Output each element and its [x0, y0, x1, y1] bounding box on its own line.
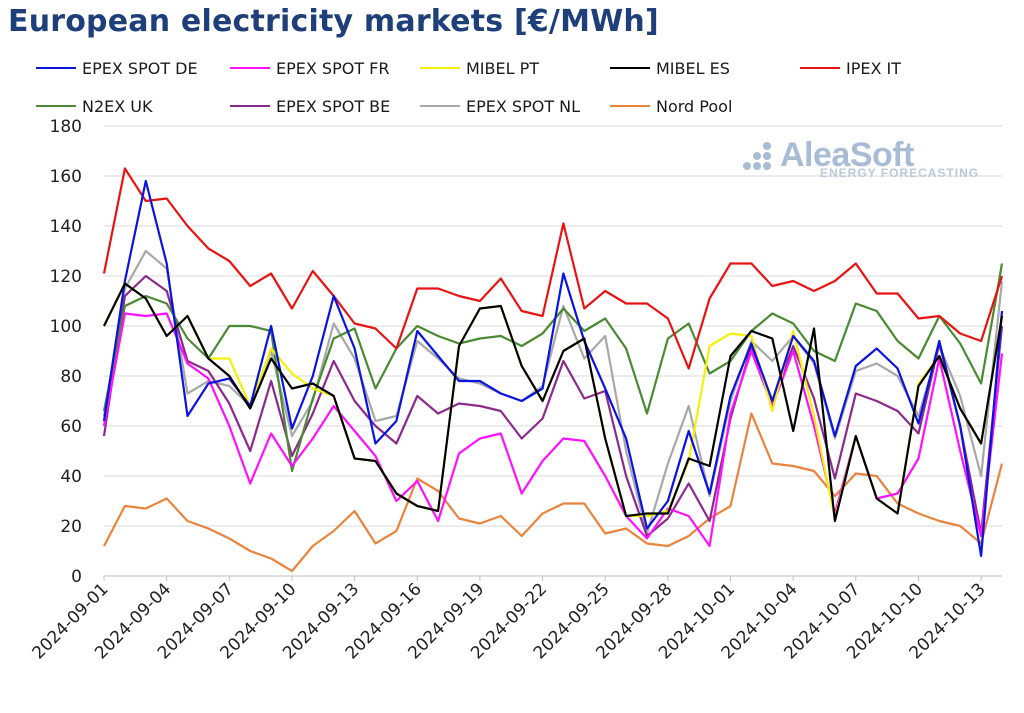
series-line-epex-spot-de — [102, 179, 1004, 558]
logo-tagline: ENERGY FORECASTING — [820, 166, 980, 180]
legend-label: EPEX SPOT BE — [276, 96, 391, 116]
legend-swatch — [36, 105, 76, 107]
series-line-epex-spot-be — [102, 274, 1004, 538]
y-tick-label: 0 — [71, 567, 82, 587]
y-tick-label: 80 — [60, 367, 82, 387]
y-tick-label: 100 — [50, 317, 82, 337]
legend-item-nord-pool: Nord Pool — [610, 96, 732, 116]
legend-item-epex-spot-de: EPEX SPOT DE — [36, 58, 198, 78]
legend-item-mibel-pt: MIBEL PT — [420, 58, 539, 78]
series-line-n2ex-uk — [102, 263, 1004, 473]
legend-label: MIBEL PT — [466, 58, 540, 78]
legend-item-epex-spot-fr: EPEX SPOT FR — [230, 58, 390, 78]
series-line-mibel-es — [103, 282, 1004, 523]
legend-swatch — [610, 105, 650, 107]
series-line-nord-pool — [103, 412, 1004, 573]
legend-label: IPEX IT — [846, 58, 902, 78]
legend-swatch — [230, 67, 270, 69]
y-tick-label: 40 — [60, 467, 82, 487]
legend-swatch — [230, 105, 270, 107]
y-tick-label: 60 — [60, 417, 82, 437]
legend-label: Nord Pool — [656, 96, 733, 116]
y-tick-label: 120 — [50, 267, 82, 287]
chart-title: European electricity markets [€/MWh] — [8, 4, 659, 39]
legend-label: MIBEL ES — [656, 58, 730, 78]
logo-text: AleaSoft — [780, 136, 914, 174]
legend-swatch — [36, 67, 76, 69]
y-tick-label: 20 — [60, 517, 82, 537]
legend-swatch — [420, 67, 460, 69]
y-tick-label: 160 — [50, 167, 82, 187]
series-line-ipex-it — [102, 167, 1004, 370]
legend-item-ipex-it: IPEX IT — [800, 58, 901, 78]
y-tick-label: 140 — [50, 217, 82, 237]
logo-dots-icon — [743, 142, 771, 170]
legend-label: EPEX SPOT DE — [82, 58, 198, 78]
legend-label: EPEX SPOT FR — [276, 58, 390, 78]
legend-swatch — [800, 67, 840, 69]
legend-swatch — [420, 105, 460, 107]
legend: EPEX SPOT DE EPEX SPOT FR MIBEL PT MIBEL ES… — [0, 0, 1024, 120]
aleasoft-logo: AleaSoft ENERGY FORECASTING — [742, 136, 992, 186]
legend-label: EPEX SPOT NL — [466, 96, 581, 116]
legend-swatch — [610, 67, 650, 69]
legend-item-epex-spot-nl: EPEX SPOT NL — [420, 96, 580, 116]
y-tick-label: 180 — [50, 117, 82, 137]
legend-label: N2EX UK — [82, 96, 153, 116]
legend-item-mibel-es: MIBEL ES — [610, 58, 730, 78]
legend-item-epex-spot-be: EPEX SPOT BE — [230, 96, 390, 116]
legend-item-n2ex-uk: N2EX UK — [36, 96, 153, 116]
series-line-mibel-pt — [103, 282, 1004, 520]
